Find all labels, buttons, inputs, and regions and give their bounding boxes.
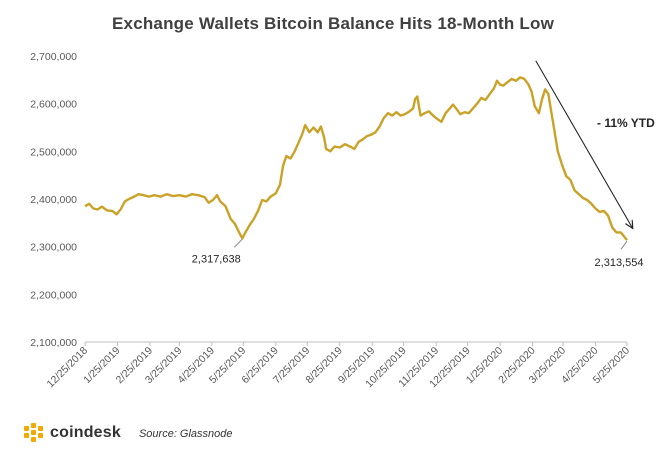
chart-title: Exchange Wallets Bitcoin Balance Hits 18…	[112, 14, 554, 33]
y-tick-label: 2,400,000	[30, 194, 77, 206]
y-tick-label: 2,300,000	[30, 242, 77, 254]
annotation-leader	[620, 240, 628, 250]
trend-label: - 11% YTD	[597, 116, 655, 130]
y-tick-label: 2,100,000	[30, 337, 77, 349]
y-axis: 2,700,000 2,600,000 2,500,000 2,400,000 2,30…	[30, 51, 77, 349]
annotation-low-2020: 2,313,554	[595, 257, 644, 269]
x-tick-label: 12/25/2018	[44, 345, 90, 391]
y-tick-label: 2,700,000	[30, 51, 77, 63]
annotation-group: 2,317,638 2,313,554 - 11% YTD	[192, 60, 655, 269]
annotation-leader	[233, 238, 243, 248]
trend-arrow	[535, 60, 632, 228]
source-note: Source: Glassnode	[138, 428, 233, 440]
annotation-low-2019: 2,317,638	[192, 253, 241, 265]
brand-name: coindesk	[50, 424, 121, 441]
footer: coindesk Source: Glassnode	[24, 422, 233, 444]
y-tick-label: 2,200,000	[30, 289, 77, 301]
coindesk-logo-icon	[24, 423, 44, 443]
series-group	[84, 76, 628, 241]
y-tick-label: 2,500,000	[30, 146, 77, 158]
series-line	[84, 76, 628, 241]
x-axis: 12/25/20181/25/20192/25/20193/25/20194/2…	[44, 341, 632, 391]
y-tick-label: 2,600,000	[30, 99, 77, 111]
